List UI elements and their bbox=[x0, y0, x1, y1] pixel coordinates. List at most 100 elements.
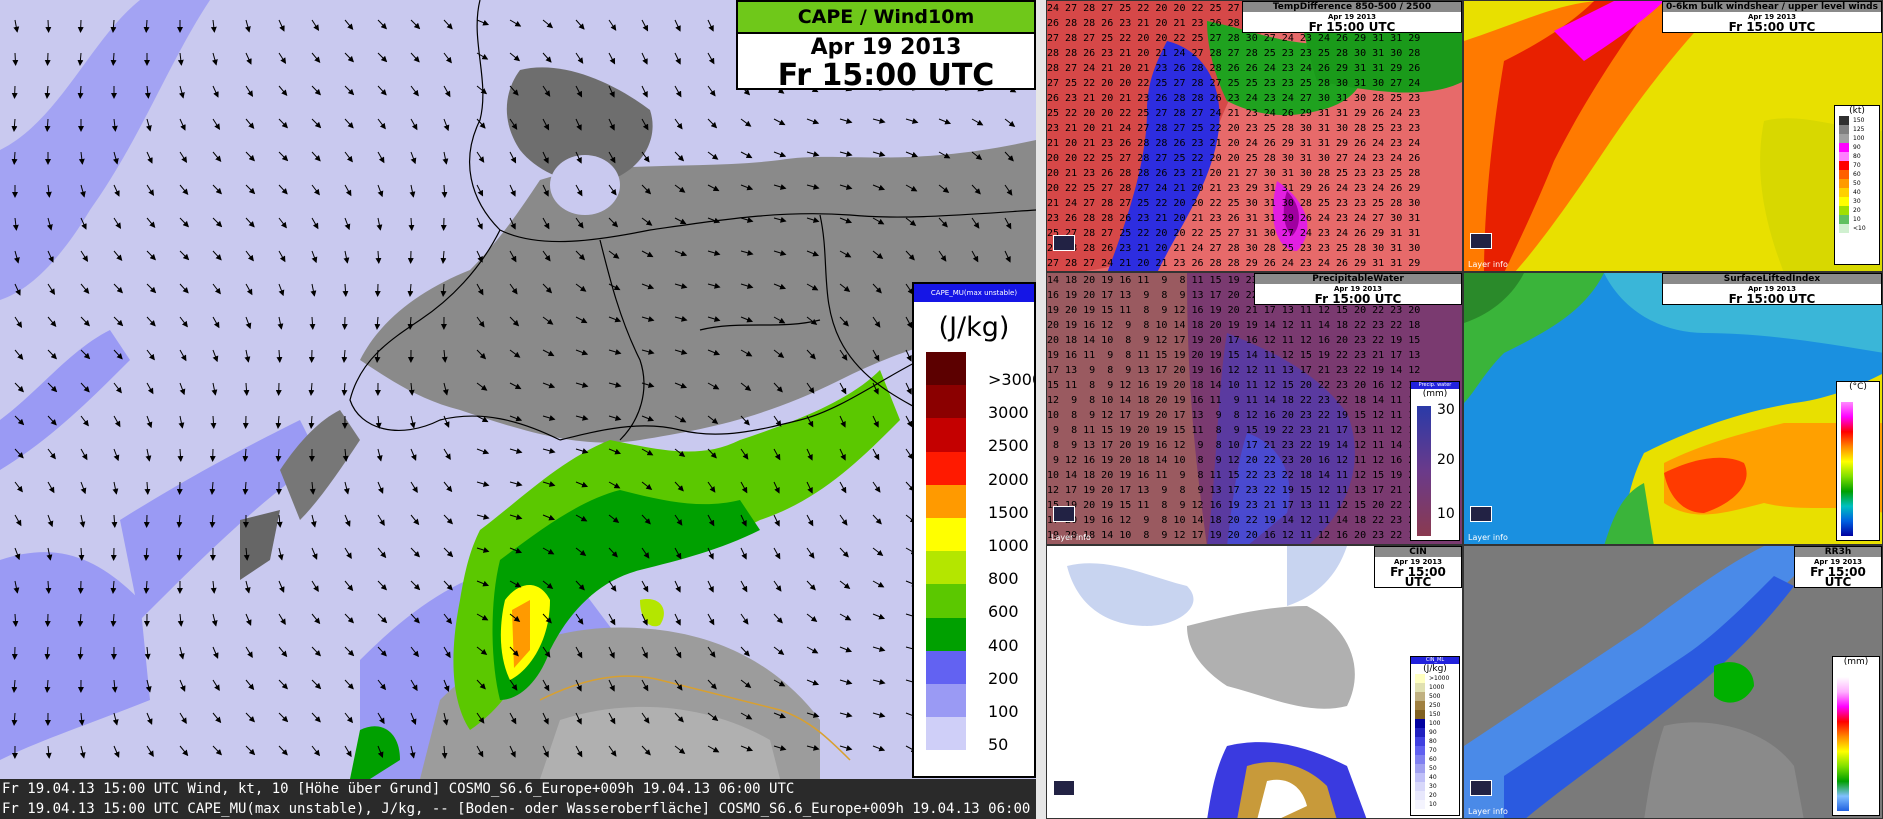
layer-info-label[interactable]: Layer info bbox=[1468, 260, 1508, 269]
wind-arrow bbox=[839, 679, 853, 685]
wind-arrow bbox=[872, 580, 885, 588]
wind-arrow bbox=[476, 85, 488, 95]
wind-arrow bbox=[872, 678, 886, 685]
wind-arrow bbox=[178, 646, 185, 660]
wind-arrow bbox=[542, 547, 555, 555]
wind-arrow bbox=[773, 514, 780, 527]
wind-arrow bbox=[78, 151, 85, 165]
wind-arrow bbox=[839, 448, 846, 461]
cape-legend: CAPE_MU(max unstable) (J/kg) >3000 3000 25… bbox=[912, 282, 1036, 778]
wind-arrow bbox=[11, 712, 18, 726]
wind-arrow bbox=[45, 580, 52, 594]
legend-row: 10 bbox=[1411, 800, 1459, 809]
precip-water-legend-unit: (mm) bbox=[1422, 389, 1448, 399]
wind-arrow bbox=[177, 448, 184, 462]
wind-arrow bbox=[905, 382, 912, 395]
wind-arrow bbox=[674, 382, 688, 389]
wind-arrow bbox=[410, 481, 418, 494]
precip-water-legend: Precip. water (mm) 30 20 10 bbox=[1410, 381, 1460, 541]
wind-arrow bbox=[341, 349, 348, 363]
legend-label: 2000 bbox=[988, 469, 1029, 489]
wind-arrow bbox=[608, 381, 622, 388]
main-map-panel[interactable]: CAPE / Wind10m Apr 19 2013 Fr 15:00 UTC … bbox=[0, 0, 1036, 819]
wind-arrow bbox=[542, 514, 556, 521]
wind-arrow bbox=[79, 184, 86, 198]
wind-arrow bbox=[80, 283, 90, 294]
legend-swatch bbox=[926, 385, 966, 419]
wind-arrow bbox=[641, 151, 650, 163]
wind-arrow bbox=[212, 217, 223, 228]
rr3h-title-box: RR3h Apr 19 2013 Fr 15:00 UTC bbox=[1794, 546, 1882, 588]
panel-precip-water[interactable]: 14 18 20 19 16 11 9 8 11 15 19 23 22 18 … bbox=[1046, 272, 1463, 545]
legend-swatch bbox=[1839, 188, 1849, 197]
legend-label: 60 bbox=[1429, 756, 1437, 763]
wind-arrow bbox=[806, 679, 820, 686]
legend-swatch bbox=[926, 451, 966, 485]
temp-diff-time: Fr 15:00 UTC bbox=[1308, 20, 1396, 34]
layer-icon[interactable] bbox=[1470, 506, 1492, 522]
precip-water-colorbar bbox=[1417, 406, 1431, 536]
layer-icon[interactable] bbox=[1053, 780, 1075, 796]
panel-temp-diff[interactable]: 24 27 28 27 25 22 20 20 22 25 27 31 30 2… bbox=[1046, 0, 1463, 272]
wind-arrow bbox=[674, 415, 687, 423]
wind-arrow bbox=[773, 745, 787, 751]
wind-arrow bbox=[773, 216, 787, 223]
legend-row: 50 bbox=[1835, 179, 1879, 188]
wind-arrow bbox=[740, 249, 754, 256]
status-line-2: Fr 19.04.13 15:00 UTC CAPE_MU(max unstab… bbox=[2, 801, 1036, 817]
legend-label: 30 bbox=[1429, 783, 1437, 790]
wind-arrow bbox=[707, 151, 719, 160]
wind-arrow bbox=[707, 250, 721, 256]
layer-icon[interactable] bbox=[1470, 233, 1492, 249]
wind-arrow bbox=[773, 415, 782, 427]
panel-rr3h[interactable]: RR3h Apr 19 2013 Fr 15:00 UTC (mm) Layer… bbox=[1463, 545, 1883, 819]
wind-arrow bbox=[176, 547, 183, 561]
wind-arrow bbox=[872, 646, 886, 652]
wind-arrow bbox=[806, 580, 816, 591]
precip-water-date: Apr 19 2013 bbox=[1334, 285, 1382, 293]
wind-arrow bbox=[244, 19, 251, 33]
layer-icon[interactable] bbox=[1053, 506, 1075, 522]
wind-arrow bbox=[77, 52, 84, 66]
wind-arrow bbox=[839, 316, 849, 327]
wind-shear-map bbox=[1464, 1, 1882, 271]
layer-info-label[interactable]: Layer info bbox=[1468, 807, 1508, 816]
layer-info-label[interactable]: Layer info bbox=[1468, 533, 1508, 542]
wind-arrow bbox=[476, 481, 490, 487]
layer-info-label[interactable]: Layer info bbox=[1051, 533, 1091, 542]
wind-arrow bbox=[443, 448, 451, 461]
legend-swatch bbox=[1839, 161, 1849, 170]
wind-arrow bbox=[707, 547, 714, 560]
wind-arrow bbox=[575, 316, 588, 324]
panel-cin[interactable]: CIN Apr 19 2013 Fr 15:00 UTC CIN_ML (J/k… bbox=[1046, 545, 1463, 819]
wind-arrow bbox=[110, 580, 117, 594]
wind-arrow bbox=[344, 613, 354, 624]
wind-arrow bbox=[111, 679, 118, 693]
wind-arrow bbox=[377, 118, 386, 130]
panel-wind-shear[interactable]: 0-6km bulk windshear / upper level winds… bbox=[1463, 0, 1883, 272]
legend-swatch bbox=[1839, 134, 1849, 143]
wind-arrow bbox=[839, 118, 853, 124]
wind-arrow bbox=[641, 283, 655, 290]
wind-arrow bbox=[905, 415, 913, 428]
panel-lifted-index[interactable]: SurfaceLiftedIndex Apr 19 2013 Fr 15:00 … bbox=[1463, 272, 1883, 545]
wind-arrow bbox=[773, 250, 787, 256]
wind-arrow bbox=[740, 349, 753, 357]
legend-label: 600 bbox=[988, 602, 1019, 622]
wind-arrow bbox=[872, 514, 882, 525]
layer-icon[interactable] bbox=[1053, 235, 1075, 251]
wind-arrow bbox=[113, 415, 121, 428]
wind-arrow bbox=[410, 580, 421, 591]
wind-arrow bbox=[938, 151, 951, 159]
wind-arrow bbox=[839, 711, 853, 718]
wind-arrow bbox=[278, 250, 286, 263]
wind-arrow bbox=[311, 646, 321, 657]
panel-divider[interactable] bbox=[1036, 0, 1046, 819]
wind-arrow bbox=[407, 283, 414, 297]
legend-label: 3000 bbox=[988, 403, 1029, 423]
layer-icon[interactable] bbox=[1470, 780, 1492, 796]
legend-swatch bbox=[1415, 683, 1425, 692]
wind-arrow bbox=[211, 613, 218, 627]
wind-arrow bbox=[872, 250, 884, 260]
legend-swatch bbox=[1415, 728, 1425, 737]
